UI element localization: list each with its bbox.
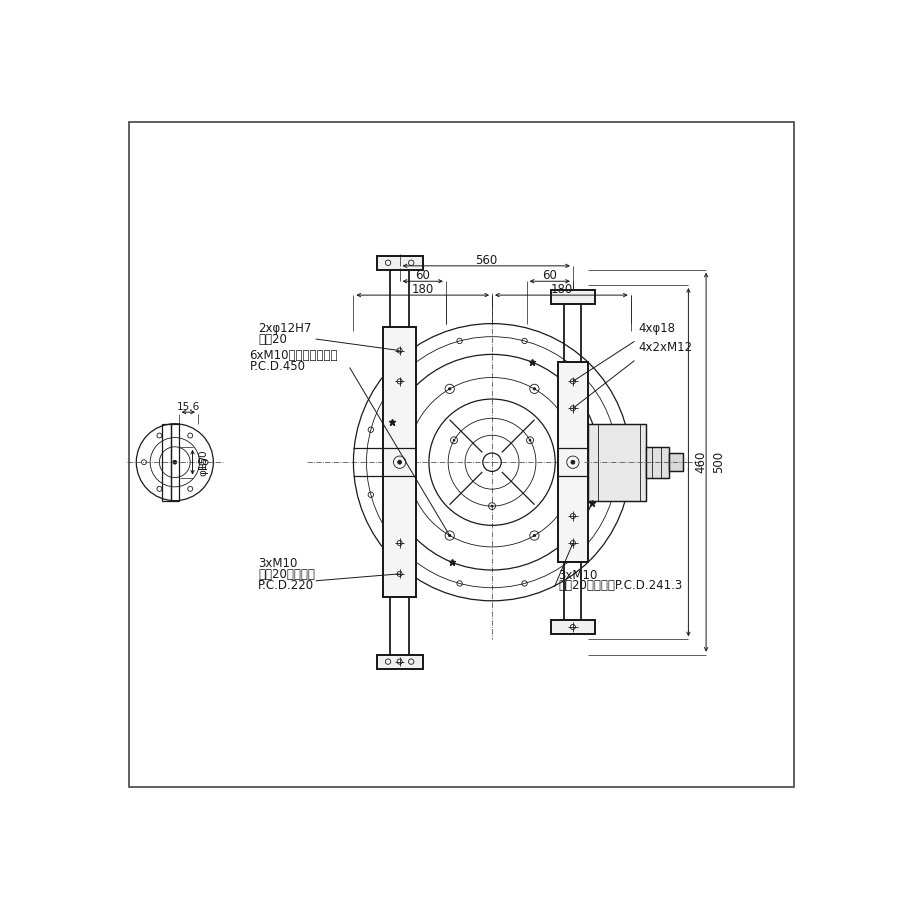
Text: P.C.D.450: P.C.D.450 [249, 360, 305, 373]
Text: 6xM10（等配、貫通）: 6xM10（等配、貫通） [249, 349, 338, 362]
Circle shape [571, 460, 575, 464]
Circle shape [529, 439, 531, 441]
Bar [551, 291, 595, 304]
Bar [669, 453, 683, 472]
Bar [564, 562, 581, 620]
Text: 60: 60 [415, 269, 430, 283]
Bar [589, 424, 646, 500]
Bar [391, 597, 409, 654]
Circle shape [406, 461, 409, 464]
Text: 3xM10: 3xM10 [558, 569, 598, 581]
Text: 15.6: 15.6 [176, 401, 200, 412]
Bar [551, 291, 595, 304]
Circle shape [448, 535, 451, 536]
Bar [376, 256, 423, 270]
Bar [669, 453, 683, 472]
Text: φ150: φ150 [199, 449, 209, 475]
Text: 460: 460 [695, 451, 707, 473]
Bar [171, 424, 179, 500]
Text: 2xφ12H7: 2xφ12H7 [258, 322, 311, 335]
Text: 4xφ18: 4xφ18 [638, 322, 675, 335]
Circle shape [533, 535, 536, 536]
Circle shape [453, 439, 455, 441]
Circle shape [173, 460, 176, 464]
Bar [646, 446, 670, 478]
Bar [376, 256, 423, 270]
Text: 深さ20（等配）P.C.D.241.3: 深さ20（等配）P.C.D.241.3 [558, 580, 682, 592]
Bar [162, 424, 171, 500]
Bar [564, 304, 581, 362]
Text: 60: 60 [543, 269, 557, 283]
Bar [551, 620, 595, 634]
Text: H7: H7 [200, 455, 210, 470]
Text: 深さ20: 深さ20 [258, 333, 287, 346]
Bar [646, 446, 670, 478]
Text: 500: 500 [712, 451, 725, 473]
Circle shape [533, 388, 536, 390]
Bar [383, 328, 416, 597]
Bar [589, 424, 646, 500]
Bar [551, 620, 595, 634]
Text: 3xM10: 3xM10 [258, 557, 297, 570]
Text: P.C.D.220: P.C.D.220 [258, 579, 314, 591]
Bar [376, 654, 423, 669]
Text: 560: 560 [475, 254, 498, 267]
Text: 180: 180 [550, 284, 572, 296]
Text: 深さ20（等配）: 深さ20（等配） [258, 568, 315, 580]
Circle shape [576, 461, 578, 464]
Circle shape [491, 505, 493, 507]
Bar [376, 654, 423, 669]
Bar [557, 362, 589, 562]
Circle shape [448, 388, 451, 390]
Bar [391, 270, 409, 328]
Bar [557, 362, 589, 562]
Circle shape [398, 460, 401, 464]
Text: 4x2xM12: 4x2xM12 [638, 341, 692, 355]
Text: 180: 180 [411, 284, 434, 296]
Bar [383, 328, 416, 597]
